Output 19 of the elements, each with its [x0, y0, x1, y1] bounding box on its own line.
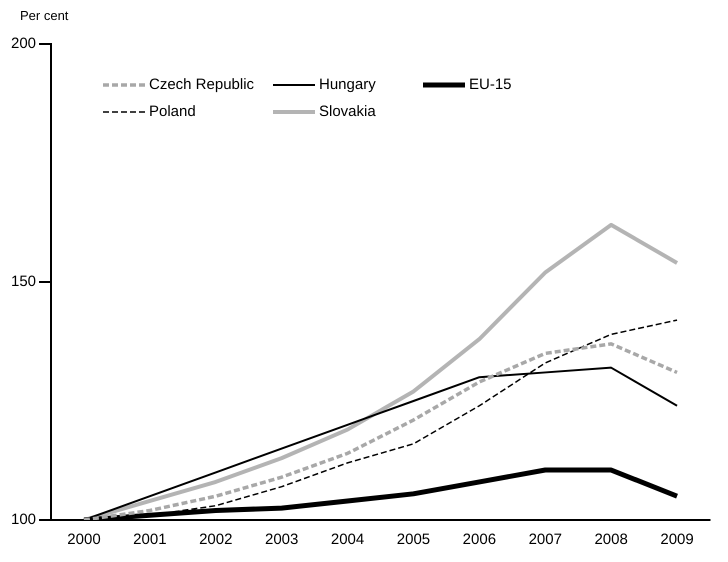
x-tick-label: 2002 — [199, 531, 232, 548]
y-tick-label: 100 — [10, 511, 36, 528]
x-tick-label: 2001 — [133, 531, 167, 548]
x-tick-label: 2004 — [330, 531, 364, 548]
y-tick-label: 200 — [10, 35, 36, 52]
y-tick-label: 150 — [10, 273, 36, 290]
y-axis-title: Per cent — [20, 8, 68, 23]
legend-label: Poland — [149, 103, 196, 120]
legend-label: Slovakia — [319, 103, 376, 120]
x-tick-label: 2003 — [264, 531, 298, 548]
legend-label: Czech Republic — [149, 76, 254, 93]
legend-label: EU-15 — [469, 76, 512, 93]
x-tick-label: 2005 — [396, 531, 430, 548]
x-tick-label: 2009 — [660, 531, 694, 548]
legend-label: Hungary — [319, 76, 376, 93]
x-tick-label: 2007 — [528, 531, 562, 548]
x-tick-label: 2000 — [67, 531, 101, 548]
x-tick-label: 2006 — [462, 531, 496, 548]
x-tick-label: 2008 — [594, 531, 628, 548]
